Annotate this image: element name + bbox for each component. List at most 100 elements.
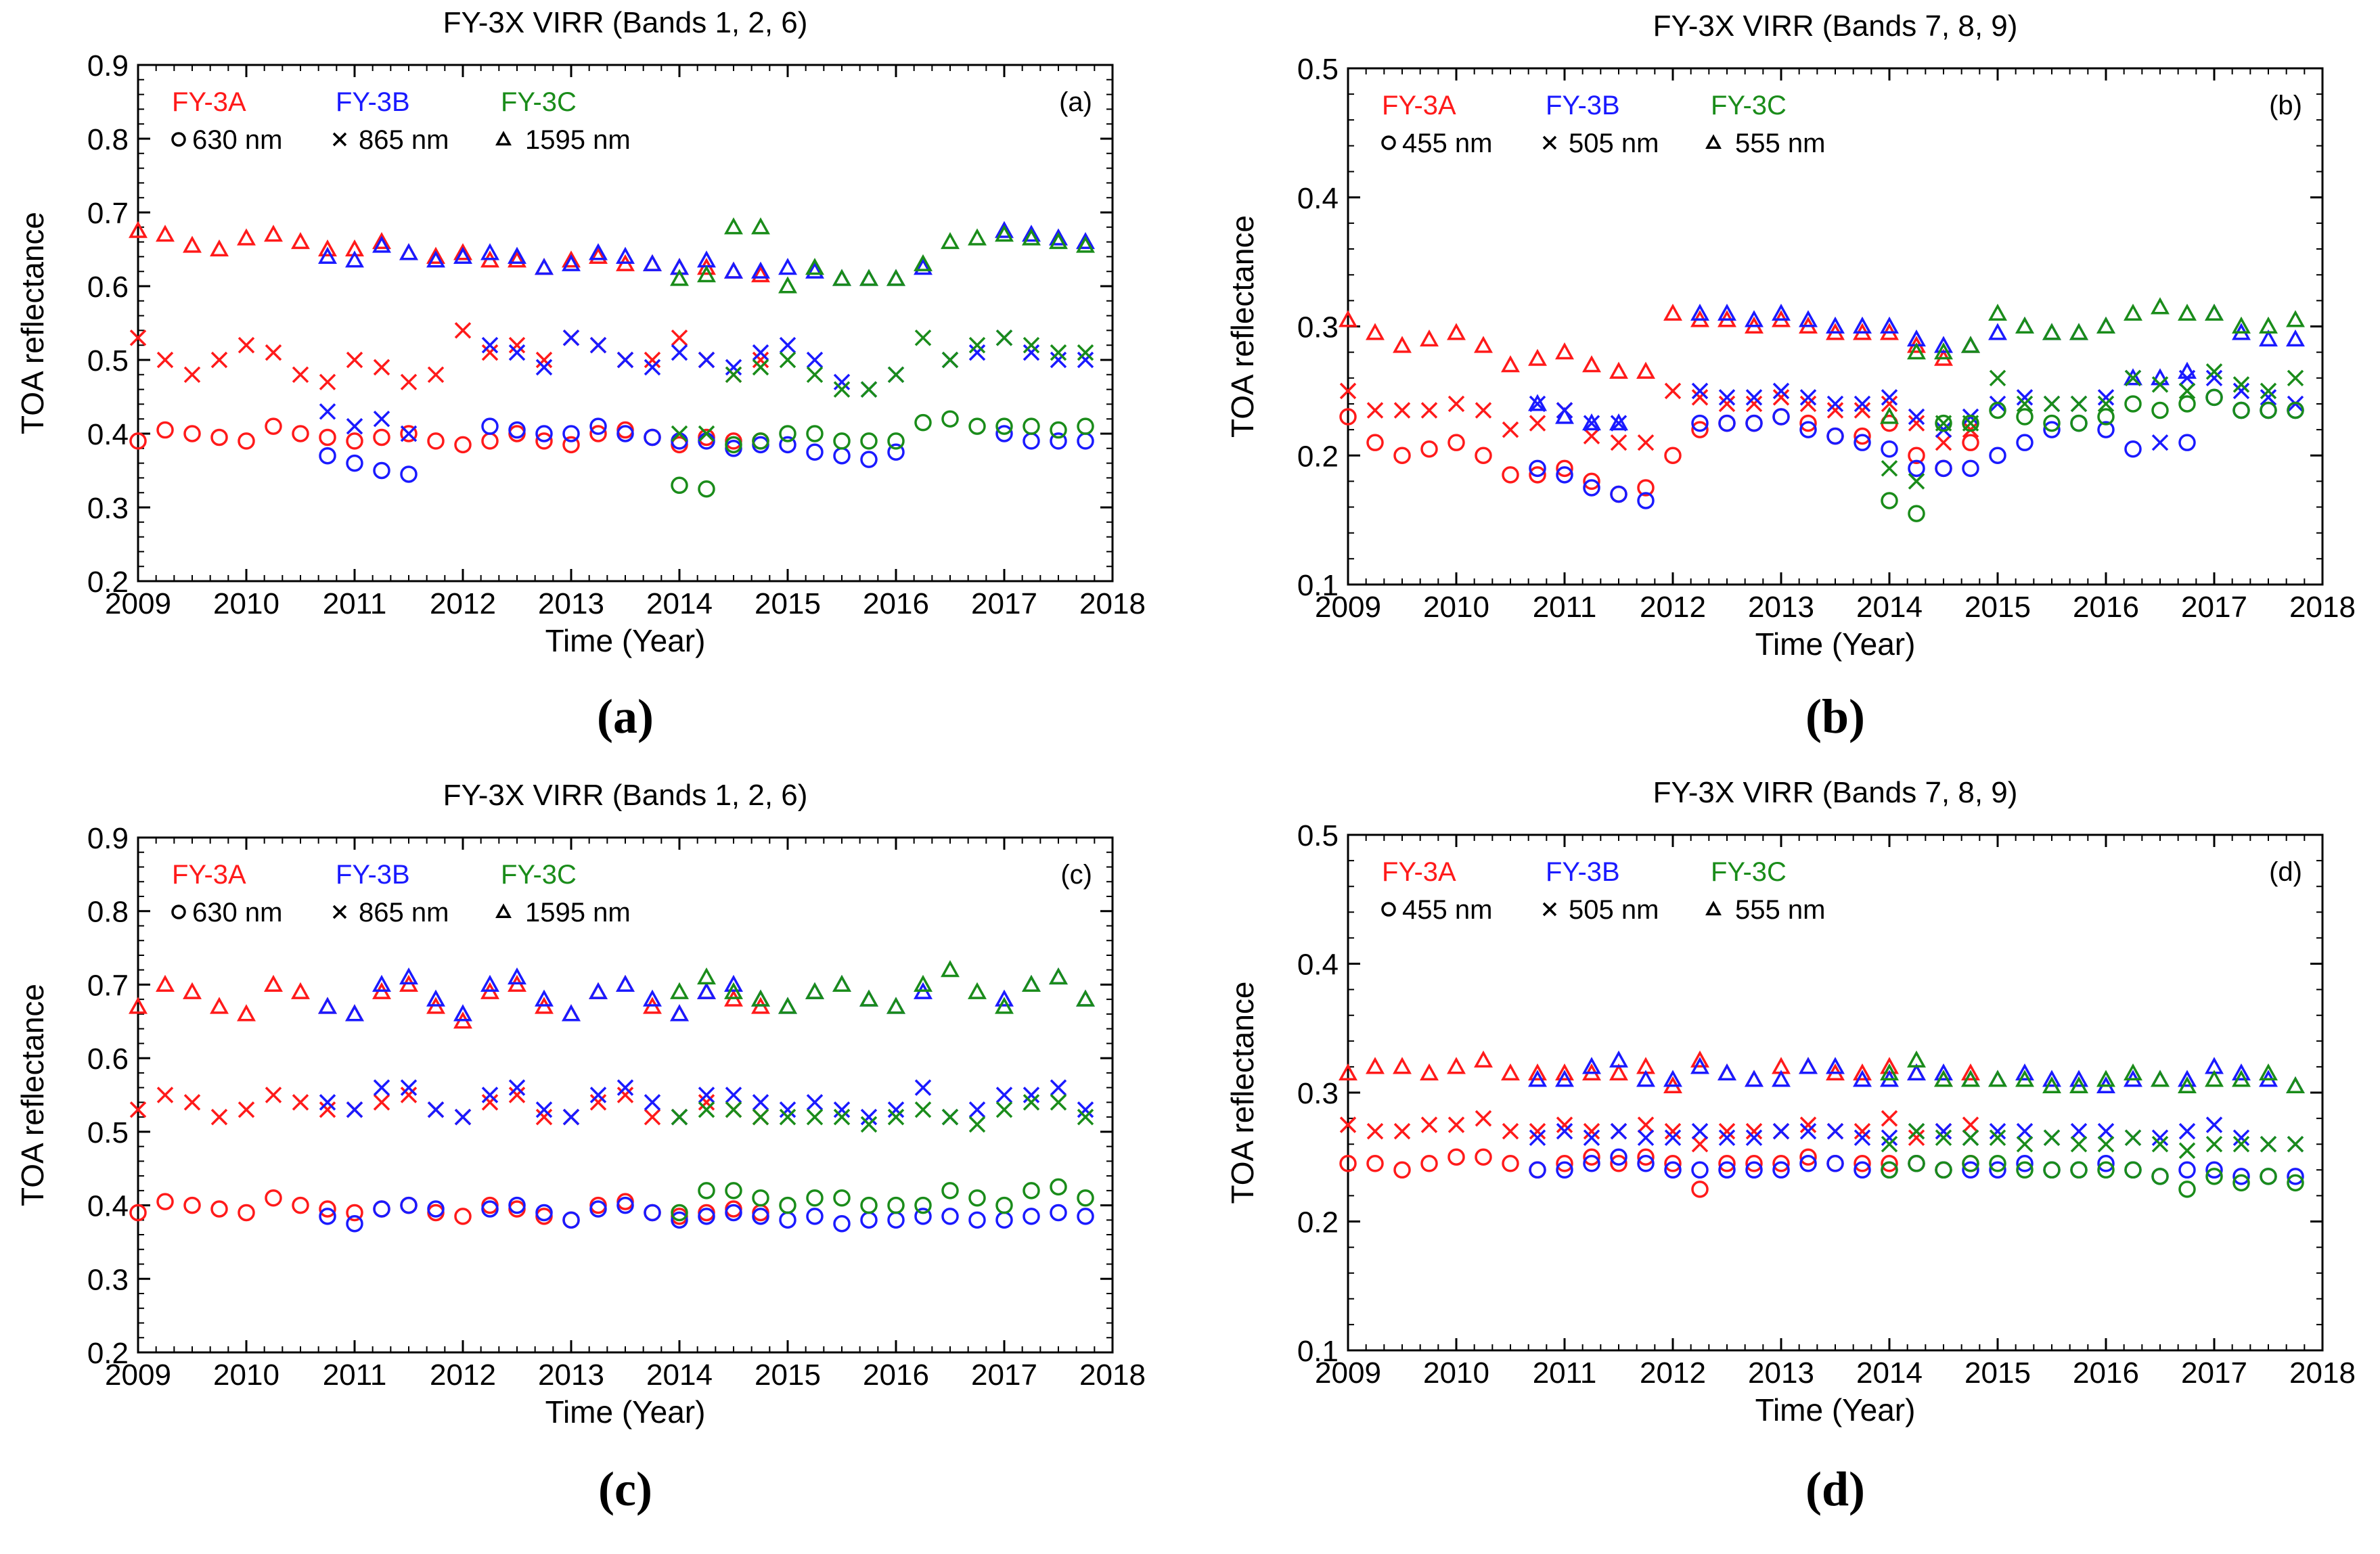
data-point [2015,316,2034,334]
data-point [2096,1070,2115,1087]
data-point [400,425,418,442]
data-point [698,1101,715,1118]
data-point [400,1079,418,1096]
data-point [1826,316,1845,334]
data-point [2043,1129,2061,1146]
y-tick-label: 0.1 [1297,1335,1339,1368]
x-tick-label: 2014 [1856,1356,1923,1390]
data-point [535,1204,553,1222]
data-point [1691,1135,1709,1153]
data-point [426,250,445,268]
data-point [345,1004,364,1022]
legend-satellite-fy-3a: FY-3A [172,87,246,117]
data-point [860,1211,878,1229]
data-point [2124,368,2142,386]
data-point [1023,336,1040,354]
series-fy-3c-1595nm [670,960,1095,1014]
data-point [1745,310,1764,327]
data-point [1799,1057,1818,1074]
data-point [779,1211,796,1229]
data-point [238,1101,255,1118]
x-tick-label: 2013 [1748,1356,1814,1390]
data-point [1691,414,1709,432]
data-point [2097,1122,2115,1140]
data-point [2124,1129,2142,1146]
data-point [968,1189,986,1207]
data-point [914,974,933,992]
data-point [2260,1135,2277,1153]
data-point [481,417,499,435]
data-point [1988,1070,2007,1087]
legend-band-label: 455 nm [1402,895,1492,925]
data-point [156,351,174,369]
data-point [238,1204,255,1222]
data-point [2070,1135,2088,1153]
data-point [1050,351,1067,369]
data-point [2232,1135,2250,1153]
data-point [1799,1155,1817,1172]
data-point [1881,1161,1898,1179]
y-axis-label: TOA reflectance [1225,982,1260,1204]
data-point [1339,310,1357,327]
data-point [1799,310,1818,327]
data-point [156,1087,174,1103]
data-point [1935,459,1952,478]
data-point [914,1196,932,1214]
figure-caption: (a) [597,689,654,744]
y-tick-label: 0.3 [1297,311,1339,344]
x-tick-label: 2015 [755,587,821,620]
data-point [1077,1208,1094,1225]
data-point [1076,231,1095,250]
data-point [319,1200,336,1218]
chart-title: FY-3X VIRR (Bands 1, 2, 6) [443,6,808,39]
panel-label: (a) [1059,87,1092,117]
x-tick-label: 2011 [1533,1356,1597,1390]
data-point [265,417,282,435]
legend-satellite-fy-3c: FY-3C [501,87,577,117]
data-point [995,997,1014,1014]
data-point [562,250,581,268]
data-point [1502,1155,1519,1172]
data-point [887,1196,905,1214]
legend-satellite-fy-3b: FY-3B [1546,857,1620,887]
data-point [156,225,175,242]
chart-title: FY-3X VIRR (Bands 7, 8, 9) [1653,776,2018,809]
data-point [481,1200,499,1218]
data-point [562,425,580,442]
y-tick-label: 0.2 [87,1337,129,1370]
data-point [698,1182,715,1199]
data-point [1799,1148,1817,1166]
data-point [237,1004,256,1022]
data-point [2042,1076,2061,1094]
data-point [751,217,770,235]
data-point [1880,1063,1899,1080]
data-point [1989,401,2006,419]
data-point [860,381,878,398]
data-point [1339,1155,1357,1172]
data-point [427,366,445,384]
data-point [480,243,499,260]
y-tick-label: 0.3 [1297,1077,1339,1110]
data-point [562,1211,580,1229]
data-point [1077,432,1094,450]
data-point [806,443,824,461]
data-point [1663,303,1682,321]
data-point [1077,351,1094,369]
data-point [427,1101,445,1118]
data-point [1772,382,1790,400]
data-point [1637,1148,1655,1166]
data-point [860,1108,878,1126]
data-point [1610,434,1627,451]
data-point [1854,1129,1871,1146]
data-point [1908,1129,1925,1146]
data-point [1339,382,1357,400]
data-point [779,351,796,369]
data-point [886,269,905,286]
data-point [1637,1129,1655,1146]
data-point [1528,348,1547,366]
data-point [2043,421,2061,438]
data-point [725,436,742,454]
series-fy-3c-505nm [1881,1122,2304,1159]
series-fy-3b-505nm [1529,1116,2304,1153]
x-tick-label: 2012 [1640,1356,1706,1390]
